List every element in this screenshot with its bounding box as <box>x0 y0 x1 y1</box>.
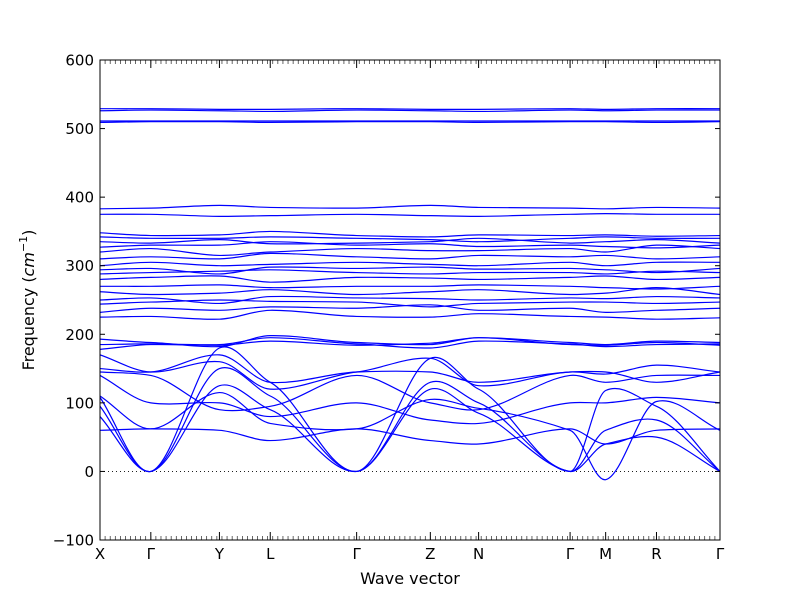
y-tick-label: 0 <box>84 463 94 481</box>
band-line-4 <box>100 391 720 481</box>
x-axis-label: Wave vector <box>360 569 460 588</box>
band-line-8 <box>100 354 720 384</box>
x-tick-label: Γ <box>352 545 361 563</box>
band-line-14 <box>100 304 720 313</box>
band-line-23 <box>100 252 720 260</box>
band-line-19 <box>100 275 720 283</box>
x-tick-label: Γ <box>147 545 156 563</box>
y-axis-label: Frequency (cm−1) <box>17 230 38 371</box>
x-tick-label: L <box>266 545 275 563</box>
y-axis-label-exponent: −1 <box>17 236 30 252</box>
x-tick-label: M <box>599 545 612 563</box>
plot-frame <box>99 59 721 541</box>
band-line-15 <box>100 299 720 308</box>
band-line-30 <box>100 204 720 210</box>
band-line-29 <box>100 212 720 217</box>
band-line-34 <box>100 108 720 111</box>
band-line-31 <box>100 121 720 124</box>
x-tick-label: N <box>473 545 484 563</box>
plot-area <box>100 60 720 540</box>
y-axis-label-close: ) <box>19 230 38 236</box>
band-line-13 <box>100 309 720 320</box>
band-line-33 <box>100 109 720 113</box>
band-line-28 <box>100 230 720 238</box>
y-axis-label-unit: cm <box>19 252 38 276</box>
y-tick-label: 400 <box>65 189 94 207</box>
band-lines <box>100 108 720 481</box>
band-line-18 <box>100 284 720 290</box>
band-line-20 <box>100 269 720 275</box>
x-tick-label: Γ <box>566 545 575 563</box>
band-line-12 <box>100 335 720 348</box>
band-line-17 <box>100 287 720 296</box>
y-tick-label: 500 <box>65 120 94 138</box>
band-line-27 <box>100 236 720 243</box>
x-tick-label: Z <box>425 545 435 563</box>
y-tick-label: 200 <box>65 326 94 344</box>
band-line-2 <box>100 366 720 473</box>
y-axis-label-text: Frequency ( <box>19 276 38 370</box>
band-line-1 <box>100 346 720 473</box>
band-line-26 <box>100 237 720 245</box>
y-tick-label: 600 <box>65 52 94 70</box>
x-tick-label: Γ <box>716 545 725 563</box>
y-tick-label: 100 <box>65 394 94 412</box>
x-tick-label: X <box>95 545 105 563</box>
y-tick-label: −100 <box>53 532 94 550</box>
band-line-9 <box>100 354 720 390</box>
band-line-16 <box>100 295 720 305</box>
band-line-7 <box>100 371 720 412</box>
y-tick-label: 300 <box>65 257 94 275</box>
x-tick-label: R <box>651 545 661 563</box>
y-axis: −100 0 100 200 300 400 500 600 <box>53 52 720 550</box>
band-line-21 <box>100 266 720 275</box>
band-line-24 <box>100 244 720 257</box>
band-line-11 <box>100 337 720 349</box>
band-line-22 <box>100 261 720 267</box>
band-line-25 <box>100 241 720 249</box>
band-line-5 <box>100 428 720 445</box>
x-tick-label: Y <box>214 545 225 563</box>
